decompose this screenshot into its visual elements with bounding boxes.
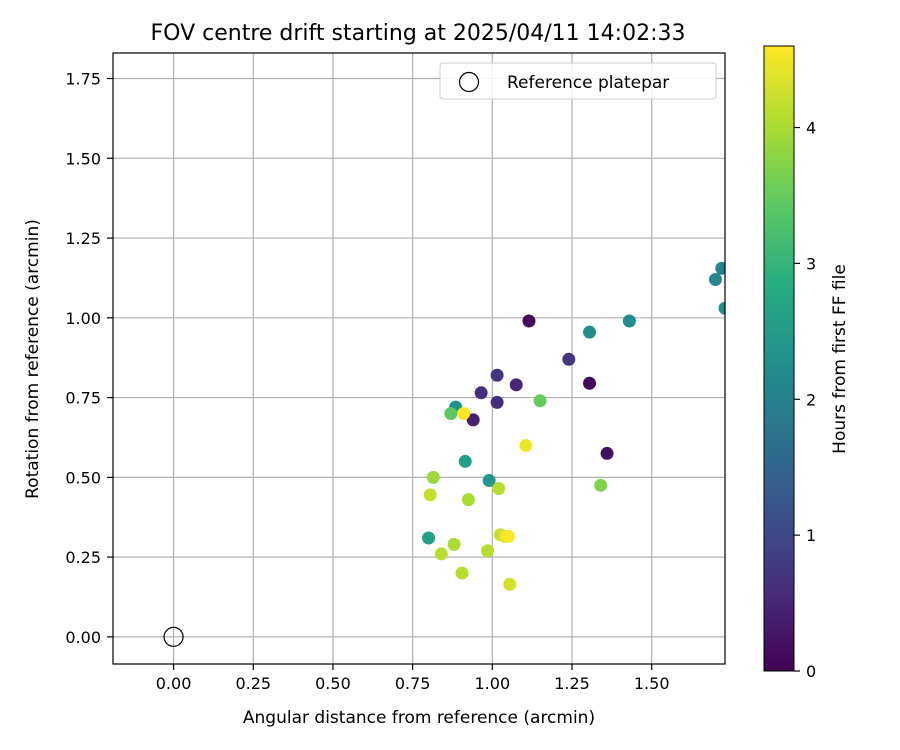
scatter-point xyxy=(482,474,496,488)
x-tick-label: 0.00 xyxy=(156,674,192,693)
legend: Reference platepar xyxy=(439,62,717,100)
scatter-point xyxy=(501,529,515,543)
y-axis-label: Rotation from reference (arcmin) xyxy=(23,219,43,499)
scatter-point xyxy=(490,368,504,382)
colorbar-tick-label: 2 xyxy=(806,390,816,409)
scatter-point xyxy=(444,407,458,421)
data-points xyxy=(422,261,725,591)
reference-platepar-marker xyxy=(163,626,184,647)
scatter-point xyxy=(583,376,597,390)
colorbar-label: Hours from first FF file xyxy=(830,264,850,454)
colorbar: 0 1 2 3 4 Hours from first FF file xyxy=(763,45,850,681)
scatter-point xyxy=(718,301,725,315)
y-tick-label: 0.25 xyxy=(65,548,101,567)
grid xyxy=(113,53,725,664)
legend-entry-reference: Reference platepar xyxy=(507,73,669,93)
x-tick-label: 0.50 xyxy=(315,674,351,693)
y-tick-label: 1.00 xyxy=(65,309,101,328)
x-axis-ticks: 0.00 0.25 0.50 0.75 1.00 1.25 1.50 xyxy=(156,664,670,693)
plot-frame xyxy=(112,52,726,665)
legend-box xyxy=(439,62,717,100)
x-axis-label: Angular distance from reference (arcmin) xyxy=(243,708,595,728)
scatter-point xyxy=(715,261,725,275)
scatter-point xyxy=(490,395,504,409)
y-tick-label: 0.50 xyxy=(65,468,101,487)
y-tick-label: 1.75 xyxy=(65,70,101,89)
legend-marker-icon xyxy=(458,71,480,93)
y-tick-label: 1.50 xyxy=(65,149,101,168)
y-tick-label: 1.25 xyxy=(65,229,101,248)
scatter-point xyxy=(455,566,469,580)
scatter-point xyxy=(466,413,480,427)
y-tick-label: 0.75 xyxy=(65,389,101,408)
colorbar-gradient xyxy=(763,45,795,672)
scatter-point xyxy=(522,314,536,328)
scatter-point xyxy=(594,478,608,492)
colorbar-tick-label: 3 xyxy=(806,254,816,273)
scatter-point xyxy=(423,488,437,502)
scatter-point xyxy=(492,482,506,496)
x-tick-label: 1.00 xyxy=(475,674,511,693)
chart-title: FOV centre drift starting at 2025/04/11 … xyxy=(151,21,686,46)
y-tick-label: 0.00 xyxy=(65,628,101,647)
colorbar-tick-label: 1 xyxy=(806,526,816,545)
scatter-point xyxy=(622,314,636,328)
scatter-point xyxy=(600,446,614,460)
scatter-point xyxy=(562,352,576,366)
scatter-point xyxy=(434,547,448,561)
scatter-point xyxy=(426,470,440,484)
scatter-point xyxy=(474,386,488,400)
scatter-point xyxy=(457,407,471,421)
x-tick-label: 1.50 xyxy=(634,674,670,693)
colorbar-tick-label: 4 xyxy=(806,119,816,138)
x-tick-label: 0.75 xyxy=(395,674,431,693)
scatter-point xyxy=(447,537,461,551)
scatter-point xyxy=(583,325,597,339)
scatter-point xyxy=(533,394,547,408)
scatter-point xyxy=(481,544,495,558)
y-axis-ticks: 0.00 0.25 0.50 0.75 1.00 1.25 1.50 1.75 xyxy=(65,70,113,647)
scatter-point xyxy=(458,454,472,468)
scatter-point xyxy=(503,577,517,591)
colorbar-tick-label: 0 xyxy=(806,662,816,681)
scatter-point xyxy=(509,378,523,392)
colorbar-ticks: 0 1 2 3 4 xyxy=(794,119,816,681)
x-tick-label: 0.25 xyxy=(235,674,271,693)
x-tick-label: 1.25 xyxy=(554,674,590,693)
reference-layer xyxy=(163,626,184,647)
scatter-point xyxy=(519,438,533,452)
scatter-point xyxy=(461,493,475,507)
scatter-point xyxy=(422,531,436,545)
scatter-point xyxy=(708,273,722,287)
